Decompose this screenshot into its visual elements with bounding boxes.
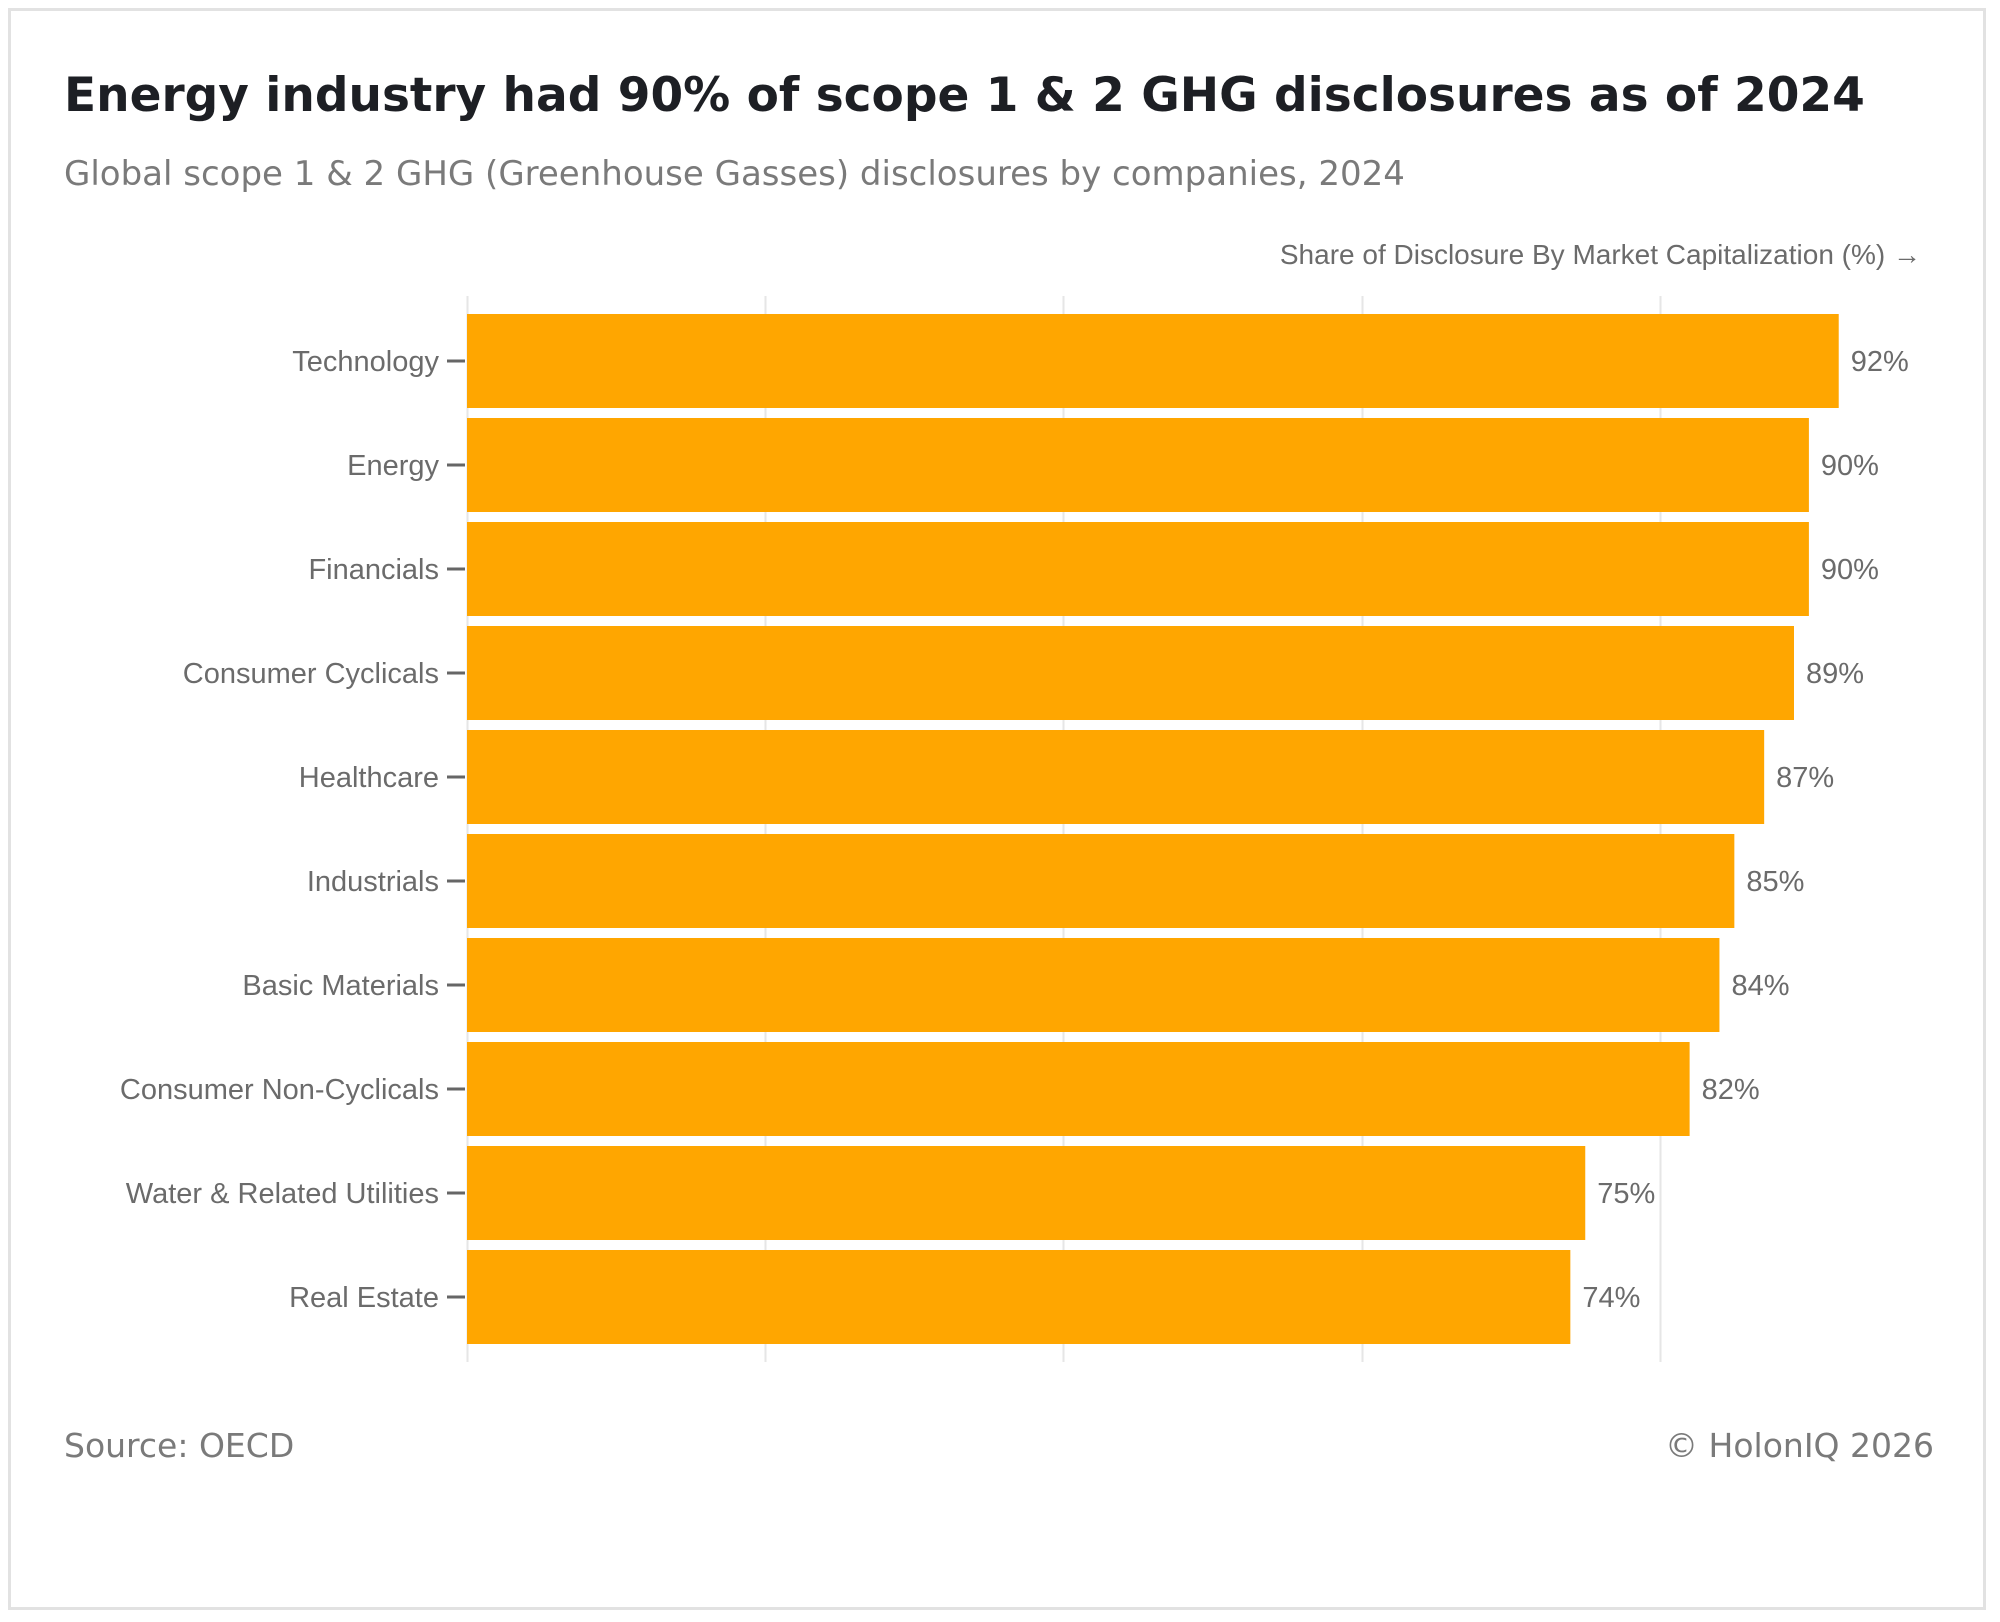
- copyright-note: © HolonIQ 2026: [1665, 1426, 1934, 1465]
- source-note: Source: OECD: [64, 1426, 295, 1465]
- data-label-water-and-related-utilities: 75%: [1597, 1178, 1655, 1210]
- data-label-energy: 90%: [1821, 450, 1879, 482]
- data-label-industrials: 85%: [1746, 866, 1804, 898]
- category-label-industrials: Industrials: [307, 866, 439, 898]
- bar-energy: [467, 418, 1809, 512]
- data-label-healthcare: 87%: [1776, 762, 1834, 794]
- category-label-water-and-related-utilities: Water & Related Utilities: [126, 1178, 439, 1210]
- x-axis-title: Share of Disclosure By Market Capitaliza…: [1280, 239, 1921, 270]
- data-label-consumer-cyclicals: 89%: [1806, 658, 1864, 690]
- bar-financials: [467, 522, 1809, 616]
- bar-basic-materials: [467, 938, 1720, 1032]
- data-label-consumer-non-cyclicals: 82%: [1702, 1074, 1760, 1106]
- category-label-healthcare: Healthcare: [299, 762, 439, 794]
- data-labels: 92% 90% 90% 89% 87% 85% 84% 82% 75% 74%: [1582, 346, 1908, 1314]
- category-label-real-estate: Real Estate: [289, 1282, 439, 1314]
- category-label-energy: Energy: [347, 450, 439, 482]
- data-label-real-estate: 74%: [1582, 1282, 1640, 1314]
- category-label-financials: Financials: [308, 554, 439, 586]
- data-label-basic-materials: 84%: [1731, 970, 1789, 1002]
- category-label-consumer-cyclicals: Consumer Cyclicals: [183, 658, 439, 690]
- chart-subtitle: Global scope 1 & 2 GHG (Greenhouse Gasse…: [64, 154, 1405, 194]
- bar-industrials: [467, 834, 1735, 928]
- category-label-consumer-non-cyclicals: Consumer Non-Cyclicals: [120, 1074, 439, 1106]
- category-label-technology: Technology: [292, 346, 439, 378]
- category-label-basic-materials: Basic Materials: [242, 970, 439, 1002]
- bar-technology: [467, 314, 1839, 408]
- data-label-financials: 90%: [1821, 554, 1879, 586]
- bars: [467, 314, 1839, 1344]
- category-axis: Technology Energy Financials Consumer Cycli…: [120, 346, 465, 1314]
- chart-title: Energy industry had 90% of scope 1 & 2 G…: [64, 68, 1865, 123]
- bar-real-estate: [467, 1250, 1571, 1344]
- bar-consumer-non-cyclicals: [467, 1042, 1690, 1136]
- bar-water-and-related-utilities: [467, 1146, 1586, 1240]
- data-label-technology: 92%: [1851, 346, 1909, 378]
- bar-consumer-cyclicals: [467, 626, 1794, 720]
- bar-healthcare: [467, 730, 1765, 824]
